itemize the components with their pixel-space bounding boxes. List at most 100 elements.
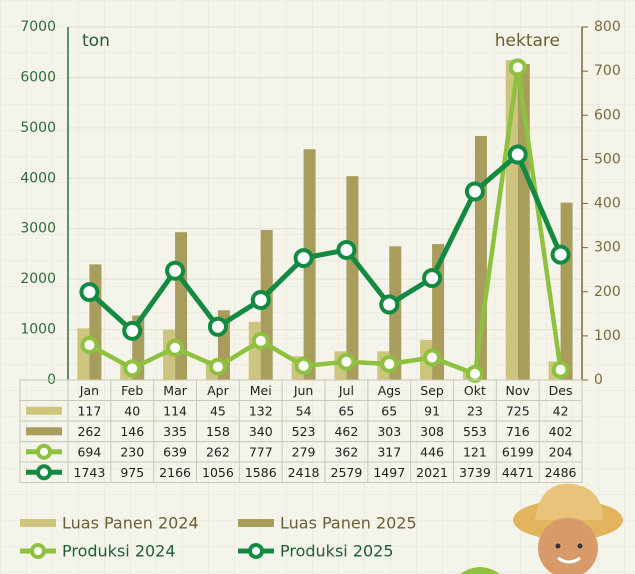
point <box>338 242 354 258</box>
y-tick-label: 4000 <box>20 170 56 186</box>
point <box>124 323 140 339</box>
point <box>211 360 225 374</box>
y2-tick-label: 0 <box>594 372 603 388</box>
y2-tick-label: 400 <box>594 196 621 212</box>
table-cell: 553 <box>463 424 487 439</box>
point <box>297 359 311 373</box>
table-cell: 121 <box>463 444 487 459</box>
table-cell: 694 <box>77 444 101 459</box>
table-cell: 2486 <box>545 465 577 480</box>
point <box>553 247 569 263</box>
legend-swatch <box>26 427 62 435</box>
y2-tick-label: 300 <box>594 240 621 256</box>
table-cell: 279 <box>292 444 316 459</box>
table-cell: 40 <box>124 403 140 418</box>
table-cell: 2166 <box>159 465 191 480</box>
y-axis-label: ton <box>82 31 110 51</box>
x-tick-label: Jan <box>79 383 99 398</box>
table-cell: 4471 <box>502 465 534 480</box>
legend-point <box>250 545 262 557</box>
table-cell: 308 <box>420 424 444 439</box>
table-cell: 1586 <box>245 465 277 480</box>
y-tick-label: 7000 <box>20 19 56 35</box>
table-cell: 725 <box>506 403 530 418</box>
bar <box>249 322 261 380</box>
table-cell: 117 <box>77 403 101 418</box>
table-cell: 2418 <box>288 465 320 480</box>
table-cell: 45 <box>210 403 226 418</box>
table-cell: 303 <box>377 424 401 439</box>
table-cell: 54 <box>296 403 312 418</box>
table-cell: 975 <box>120 465 144 480</box>
y-tick-label: 2000 <box>20 271 56 287</box>
table-cell: 1056 <box>202 465 234 480</box>
table-cell: 23 <box>467 403 483 418</box>
x-tick-label: Jul <box>338 383 354 398</box>
x-tick-label: Jun <box>293 383 314 398</box>
point <box>510 147 526 163</box>
table-cell: 1743 <box>74 465 106 480</box>
point <box>381 297 397 313</box>
point <box>425 351 439 365</box>
point <box>467 183 483 199</box>
x-tick-label: Ags <box>378 383 401 398</box>
chart: ton hektare 0100020003000400050006000700… <box>0 0 635 574</box>
table-cell: 65 <box>381 403 397 418</box>
point <box>81 284 97 300</box>
point <box>339 355 353 369</box>
table-cell: 317 <box>377 444 401 459</box>
table-cell: 716 <box>506 424 530 439</box>
y2-tick-label: 600 <box>594 107 621 123</box>
table-cell: 335 <box>163 424 187 439</box>
table-cell: 523 <box>292 424 316 439</box>
legend-label: Produksi 2025 <box>280 542 394 561</box>
bar <box>346 176 358 380</box>
table-cell: 91 <box>424 403 440 418</box>
y2-tick-label: 100 <box>594 328 621 344</box>
legend-swatch <box>20 519 56 527</box>
table-cell: 42 <box>553 403 569 418</box>
y2-tick-label: 700 <box>594 63 621 79</box>
point <box>125 361 139 375</box>
legend-label: Luas Panen 2024 <box>62 514 199 533</box>
point <box>167 263 183 279</box>
legend-swatch <box>238 519 274 527</box>
point <box>468 367 482 381</box>
table-cell: 158 <box>206 424 230 439</box>
bar <box>89 264 101 380</box>
y-tick-label: 3000 <box>20 221 56 237</box>
bar <box>77 328 89 380</box>
table-cell: 462 <box>334 424 358 439</box>
x-tick-label: Sep <box>420 383 444 398</box>
x-tick-label: Mar <box>163 383 187 398</box>
table-cell: 639 <box>163 444 187 459</box>
table-cell: 3739 <box>459 465 491 480</box>
table-cell: 146 <box>120 424 144 439</box>
table-cell: 262 <box>206 444 230 459</box>
table-cell: 204 <box>549 444 573 459</box>
table-cell: 114 <box>163 403 187 418</box>
legend-point <box>38 446 50 458</box>
table-cell: 446 <box>420 444 444 459</box>
table-cell: 6199 <box>502 444 534 459</box>
bar <box>175 232 187 380</box>
y2-tick-label: 500 <box>594 151 621 167</box>
table-cell: 65 <box>338 403 354 418</box>
y-tick-label: 6000 <box>20 69 56 85</box>
y2-tick-label: 200 <box>594 284 621 300</box>
legend-label: Luas Panen 2025 <box>280 514 417 533</box>
point <box>554 363 568 377</box>
table-cell: 2579 <box>331 465 363 480</box>
bar <box>561 203 573 380</box>
y2-axis-label: hektare <box>495 31 560 51</box>
point <box>511 60 525 74</box>
table-cell: 262 <box>77 424 101 439</box>
x-tick-label: Nov <box>506 383 531 398</box>
table-cell: 132 <box>249 403 273 418</box>
table-cell: 340 <box>249 424 273 439</box>
y-tick-label: 1000 <box>20 322 56 338</box>
table-cell: 777 <box>249 444 273 459</box>
legend-point <box>38 466 50 478</box>
y2-tick-label: 800 <box>594 19 621 35</box>
point <box>424 270 440 286</box>
